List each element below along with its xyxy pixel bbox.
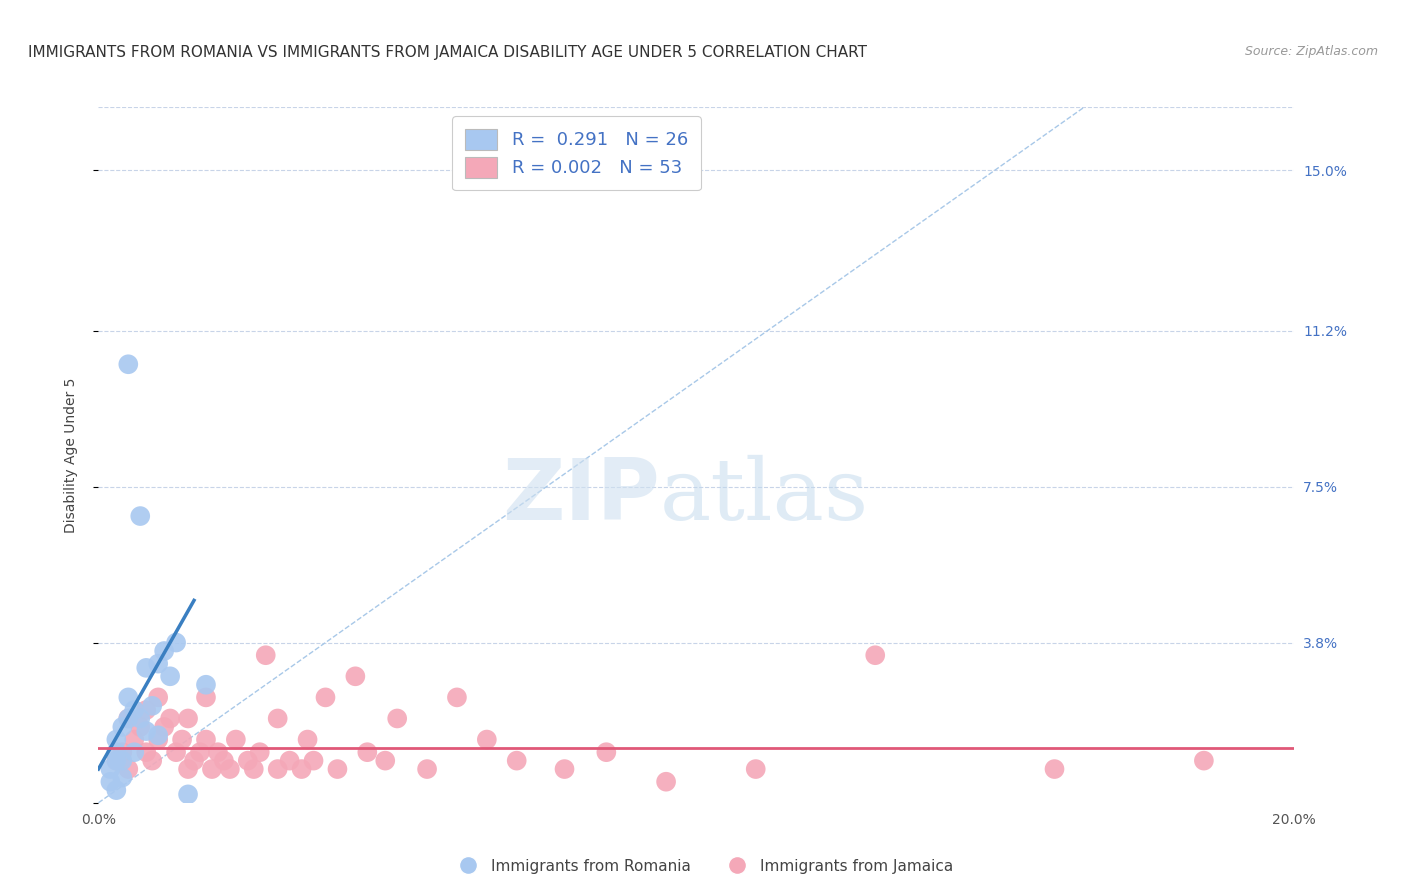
Point	[195, 678, 218, 692]
Point	[124, 745, 146, 759]
Text: atlas: atlas	[661, 455, 869, 538]
Point	[117, 711, 139, 725]
Point	[135, 703, 157, 717]
Point	[385, 711, 409, 725]
Point	[236, 754, 259, 768]
Text: Source: ZipAtlas.com: Source: ZipAtlas.com	[1244, 45, 1378, 58]
Point	[153, 720, 176, 734]
Point	[595, 745, 617, 759]
Text: IMMIGRANTS FROM ROMANIA VS IMMIGRANTS FROM JAMAICA DISABILITY AGE UNDER 5 CORREL: IMMIGRANTS FROM ROMANIA VS IMMIGRANTS FR…	[28, 45, 868, 60]
Point	[111, 771, 134, 785]
Point	[177, 711, 200, 725]
Point	[278, 754, 301, 768]
Point	[177, 788, 200, 802]
Point	[124, 732, 146, 747]
Point	[315, 690, 337, 705]
Point	[129, 711, 152, 725]
Point	[98, 774, 122, 789]
Point	[141, 698, 163, 713]
Point	[655, 774, 678, 789]
Point	[135, 661, 157, 675]
Point	[267, 762, 290, 776]
Point	[148, 690, 170, 705]
Point	[117, 711, 139, 725]
Point	[111, 745, 134, 759]
Y-axis label: Disability Age Under 5: Disability Age Under 5	[63, 377, 77, 533]
Point	[446, 690, 468, 705]
Point	[148, 728, 170, 742]
Point	[98, 762, 122, 776]
Point	[129, 720, 152, 734]
Point	[291, 762, 314, 776]
Point	[297, 732, 319, 747]
Point	[105, 783, 128, 797]
Point	[225, 732, 247, 747]
Point	[105, 754, 128, 768]
Point	[249, 745, 271, 759]
Point	[172, 732, 194, 747]
Point	[865, 648, 887, 663]
Point	[177, 762, 200, 776]
Point	[302, 754, 325, 768]
Point	[374, 754, 396, 768]
Point	[212, 754, 235, 768]
Point	[254, 648, 277, 663]
Point	[141, 754, 163, 768]
Point	[165, 635, 187, 649]
Point	[207, 745, 229, 759]
Point	[124, 703, 146, 717]
Legend: R =  0.291   N = 26, R = 0.002   N = 53: R = 0.291 N = 26, R = 0.002 N = 53	[453, 116, 700, 190]
Point	[475, 732, 498, 747]
Point	[153, 644, 176, 658]
Point	[148, 657, 170, 671]
Point	[1043, 762, 1066, 776]
Point	[135, 724, 157, 739]
Point	[506, 754, 529, 768]
Point	[117, 690, 139, 705]
Point	[117, 762, 139, 776]
Point	[267, 711, 290, 725]
Text: ZIP: ZIP	[502, 455, 661, 538]
Point	[219, 762, 242, 776]
Point	[129, 509, 152, 524]
Point	[201, 762, 224, 776]
Point	[159, 669, 181, 683]
Legend: Immigrants from Romania, Immigrants from Jamaica: Immigrants from Romania, Immigrants from…	[447, 853, 959, 880]
Point	[165, 745, 187, 759]
Point	[135, 745, 157, 759]
Point	[554, 762, 576, 776]
Point	[243, 762, 266, 776]
Point	[326, 762, 349, 776]
Point	[356, 745, 378, 759]
Point	[195, 732, 218, 747]
Point	[111, 720, 134, 734]
Point	[105, 732, 128, 747]
Point	[344, 669, 367, 683]
Point	[1192, 754, 1215, 768]
Point	[159, 711, 181, 725]
Point	[416, 762, 439, 776]
Point	[148, 732, 170, 747]
Point	[117, 357, 139, 371]
Point	[195, 690, 218, 705]
Point	[183, 754, 205, 768]
Point	[111, 754, 134, 768]
Point	[105, 754, 128, 768]
Point	[188, 745, 211, 759]
Point	[745, 762, 768, 776]
Point	[105, 745, 128, 759]
